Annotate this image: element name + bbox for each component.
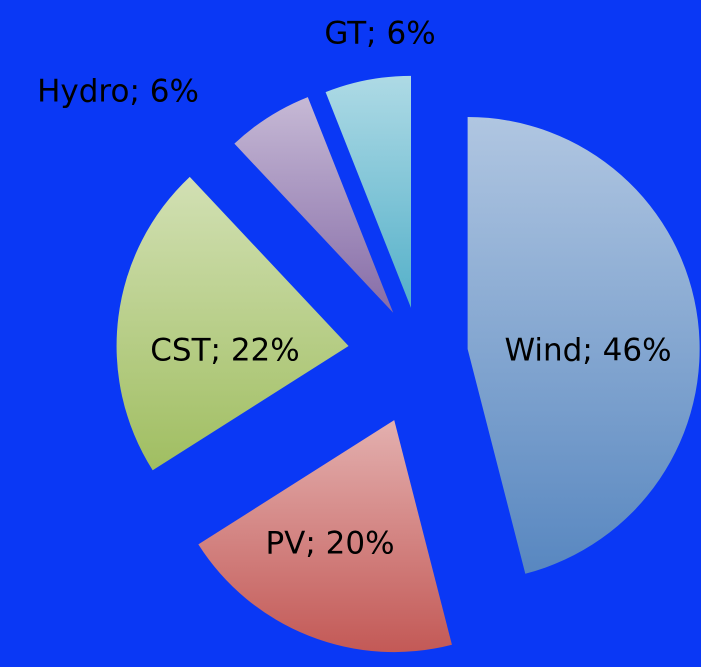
- data-label: Hydro; 6%: [37, 74, 199, 110]
- pie-slice: [325, 75, 412, 308]
- pie-slice: [116, 176, 349, 471]
- data-label: PV; 20%: [265, 526, 394, 562]
- pie-slice: [234, 97, 394, 313]
- data-label: GT; 6%: [324, 16, 435, 52]
- data-label: CST; 22%: [150, 333, 299, 369]
- pie-slice: [198, 420, 452, 653]
- pie-slice: [467, 116, 700, 574]
- data-label: Wind; 46%: [504, 333, 671, 369]
